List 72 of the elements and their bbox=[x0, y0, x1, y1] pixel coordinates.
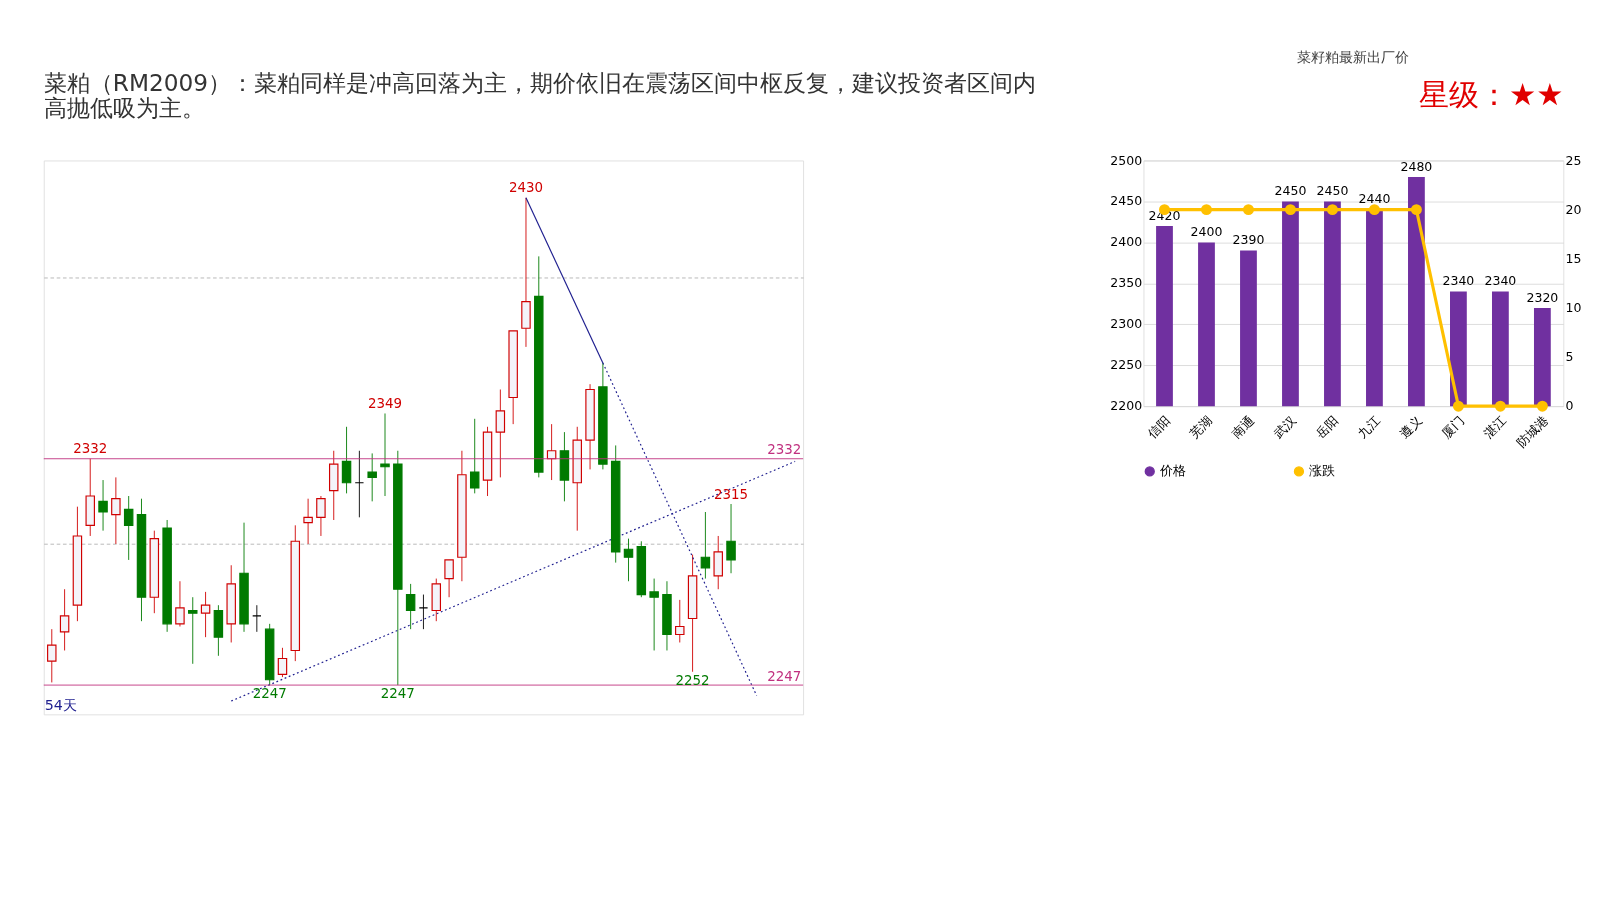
data-label: 2340 bbox=[1484, 273, 1517, 289]
data-label: 2450 bbox=[1316, 183, 1349, 199]
x-tick-label: 芜湖 bbox=[1186, 412, 1216, 442]
x-tick-label: 武汉 bbox=[1270, 412, 1300, 442]
x-tick-label: 遵义 bbox=[1396, 412, 1426, 442]
y-tick-label: 2350 bbox=[1110, 275, 1143, 291]
annotation: 54天 bbox=[44, 696, 77, 713]
x-tick-label: 信阳 bbox=[1144, 412, 1174, 442]
data-label: 2340 bbox=[1442, 273, 1475, 289]
candlestick bbox=[111, 476, 121, 545]
candlestick bbox=[367, 452, 377, 502]
annotation: 2430 bbox=[508, 180, 544, 196]
candlestick bbox=[675, 599, 685, 643]
y-tick-label: 2300 bbox=[1110, 316, 1143, 332]
candlestick bbox=[444, 559, 454, 598]
candlestick bbox=[59, 588, 70, 651]
annotation: 2247 bbox=[252, 686, 287, 702]
y2-tick-label: 15 bbox=[1565, 250, 1582, 266]
candlestick bbox=[188, 596, 198, 665]
candlestick bbox=[623, 538, 634, 582]
candlestick bbox=[341, 426, 352, 494]
candlestick bbox=[405, 583, 416, 630]
y-tick-label: 2250 bbox=[1110, 357, 1143, 373]
data-label: 2320 bbox=[1526, 289, 1559, 305]
legend-label: 价格 bbox=[1158, 462, 1186, 478]
text: 星级：★★ bbox=[1418, 77, 1564, 113]
annotation: 2247 bbox=[380, 686, 415, 702]
candlestick bbox=[495, 389, 506, 478]
annotation: 2349 bbox=[367, 396, 403, 412]
x-tick-label: 厦门 bbox=[1438, 412, 1468, 442]
y2-tick-label: 25 bbox=[1565, 152, 1582, 168]
x-tick-label: 岳阳 bbox=[1312, 412, 1342, 442]
chart-title: 菜粕（RM2009）：菜粕同样是冲高回落为主，期价依旧在震荡区间中枢反复，建议投资者区间内高抛低吸为主。 bbox=[43, 68, 1037, 121]
candlestick bbox=[98, 479, 108, 532]
candlestick bbox=[418, 594, 429, 630]
y2-tick-label: 5 bbox=[1565, 349, 1574, 365]
ref-line-label: 2247 bbox=[767, 668, 802, 684]
x-tick-label: 九江 bbox=[1354, 412, 1384, 442]
x-tick-label: 防城港 bbox=[1513, 412, 1552, 451]
annotation: 2252 bbox=[675, 673, 710, 689]
y-tick-label: 2400 bbox=[1110, 234, 1143, 250]
y-tick-label: 2500 bbox=[1110, 152, 1143, 168]
candlestick bbox=[469, 418, 480, 494]
candlestick bbox=[713, 535, 723, 590]
candlestick bbox=[175, 580, 185, 627]
candlestick bbox=[47, 628, 57, 683]
candlestick bbox=[277, 647, 288, 678]
y-tick-label: 2450 bbox=[1110, 193, 1143, 209]
data-label: 2450 bbox=[1274, 183, 1307, 199]
candlestick bbox=[200, 591, 211, 638]
annotation: 2332 bbox=[73, 441, 108, 457]
data-label: 2400 bbox=[1190, 224, 1223, 240]
candlestick bbox=[649, 578, 659, 651]
legend-label: 涨跌 bbox=[1308, 462, 1335, 478]
candlestick bbox=[380, 413, 390, 497]
data-label: 2390 bbox=[1232, 232, 1265, 248]
y-tick-label: 2200 bbox=[1110, 398, 1143, 414]
candlestick bbox=[303, 498, 313, 545]
candlestick bbox=[123, 495, 134, 561]
y2-tick-label: 20 bbox=[1565, 201, 1582, 217]
chart-title: 菜籽粕最新出厂价 bbox=[1297, 49, 1410, 66]
candlestick bbox=[316, 495, 326, 537]
x-tick-label: 湛江 bbox=[1480, 412, 1510, 442]
data-label: 2440 bbox=[1358, 191, 1391, 207]
candlestick bbox=[726, 503, 736, 574]
annotation: 2315 bbox=[714, 486, 749, 502]
y2-tick-label: 0 bbox=[1565, 398, 1574, 414]
y2-tick-label: 10 bbox=[1565, 299, 1582, 315]
x-tick-label: 南通 bbox=[1228, 412, 1258, 442]
candlestick bbox=[700, 511, 711, 580]
data-label: 2480 bbox=[1400, 158, 1433, 174]
ref-line-label: 2332 bbox=[767, 442, 802, 458]
